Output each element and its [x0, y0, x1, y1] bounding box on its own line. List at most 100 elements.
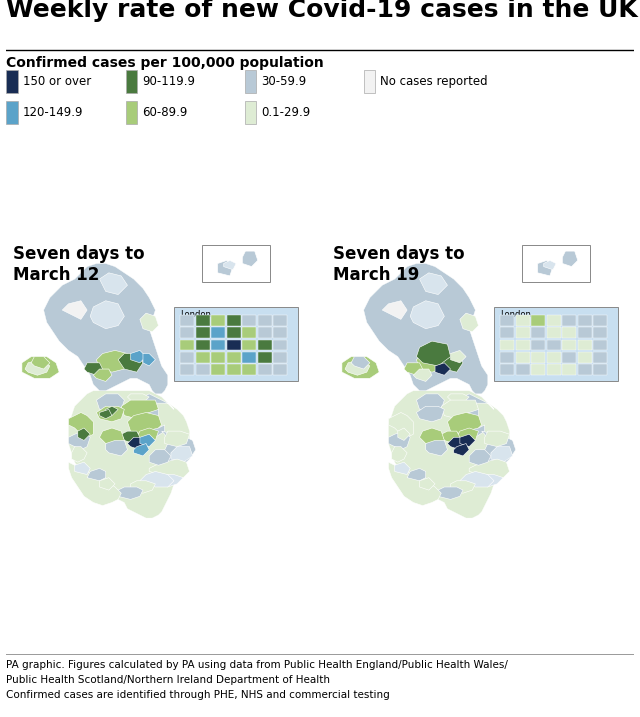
Polygon shape: [137, 428, 159, 444]
Polygon shape: [72, 447, 87, 462]
Bar: [258, 352, 272, 363]
Polygon shape: [447, 394, 469, 403]
Bar: [547, 364, 561, 375]
Polygon shape: [447, 437, 466, 450]
Polygon shape: [134, 444, 149, 456]
Polygon shape: [171, 447, 193, 462]
Polygon shape: [413, 369, 432, 381]
Polygon shape: [97, 407, 124, 422]
Bar: [578, 315, 592, 326]
Polygon shape: [410, 300, 444, 328]
Polygon shape: [447, 412, 481, 435]
Bar: [578, 327, 592, 338]
FancyBboxPatch shape: [6, 70, 18, 92]
Polygon shape: [121, 431, 140, 444]
Polygon shape: [460, 472, 494, 487]
Polygon shape: [68, 391, 189, 518]
Bar: [180, 364, 194, 375]
Polygon shape: [68, 462, 121, 505]
Polygon shape: [388, 412, 413, 437]
Polygon shape: [44, 264, 168, 394]
Polygon shape: [106, 407, 118, 416]
Bar: [196, 352, 210, 363]
FancyBboxPatch shape: [125, 101, 137, 124]
Bar: [522, 245, 590, 282]
Bar: [227, 315, 241, 326]
Polygon shape: [149, 450, 171, 465]
Polygon shape: [143, 353, 156, 366]
Polygon shape: [451, 351, 466, 363]
Polygon shape: [451, 481, 476, 493]
Bar: [593, 315, 607, 326]
Polygon shape: [156, 475, 183, 487]
Polygon shape: [420, 272, 447, 295]
Text: 0.1-29.9: 0.1-29.9: [261, 106, 310, 119]
Bar: [500, 327, 514, 338]
Polygon shape: [538, 260, 553, 276]
Bar: [500, 364, 514, 375]
Bar: [273, 315, 287, 326]
Bar: [258, 327, 272, 338]
Bar: [273, 340, 287, 351]
Polygon shape: [398, 428, 410, 440]
Polygon shape: [460, 435, 476, 447]
Bar: [196, 364, 210, 375]
Polygon shape: [97, 394, 124, 412]
Bar: [211, 340, 225, 351]
Text: PA graphic. Figures calculated by PA using data from Public Health England/Publi: PA graphic. Figures calculated by PA usi…: [6, 660, 508, 700]
Bar: [531, 315, 545, 326]
FancyBboxPatch shape: [364, 70, 375, 92]
Polygon shape: [106, 440, 127, 456]
Bar: [593, 340, 607, 351]
Polygon shape: [137, 409, 159, 422]
Text: 120-149.9: 120-149.9: [22, 106, 83, 119]
Polygon shape: [420, 428, 444, 447]
Polygon shape: [463, 394, 494, 409]
Polygon shape: [68, 431, 90, 450]
Polygon shape: [93, 369, 112, 381]
Polygon shape: [481, 431, 516, 472]
Polygon shape: [140, 472, 174, 487]
Polygon shape: [218, 260, 233, 276]
Polygon shape: [118, 353, 143, 372]
Polygon shape: [100, 428, 124, 447]
Polygon shape: [121, 400, 159, 419]
Bar: [211, 352, 225, 363]
Bar: [531, 340, 545, 351]
Text: 90-119.9: 90-119.9: [142, 75, 195, 87]
Polygon shape: [149, 459, 189, 478]
Bar: [196, 340, 210, 351]
Bar: [531, 364, 545, 375]
Polygon shape: [392, 447, 407, 462]
Polygon shape: [143, 394, 174, 409]
Polygon shape: [162, 431, 196, 472]
Bar: [180, 315, 194, 326]
Polygon shape: [140, 313, 159, 332]
Bar: [531, 352, 545, 363]
Text: London: London: [500, 310, 531, 319]
Polygon shape: [364, 264, 488, 394]
Polygon shape: [131, 481, 156, 493]
Text: London: London: [180, 310, 211, 319]
Polygon shape: [345, 360, 370, 375]
Text: Seven days to
March 12: Seven days to March 12: [13, 245, 144, 284]
Polygon shape: [118, 487, 143, 500]
Polygon shape: [543, 260, 556, 270]
Polygon shape: [484, 431, 509, 447]
Bar: [593, 364, 607, 375]
Polygon shape: [388, 391, 509, 518]
Polygon shape: [100, 272, 127, 295]
Polygon shape: [563, 251, 578, 267]
Bar: [516, 327, 530, 338]
Polygon shape: [417, 351, 451, 372]
Bar: [211, 364, 225, 375]
Bar: [500, 352, 514, 363]
Bar: [243, 327, 256, 338]
Polygon shape: [224, 260, 236, 270]
Polygon shape: [426, 440, 447, 456]
Polygon shape: [22, 356, 59, 379]
Polygon shape: [127, 412, 162, 435]
Bar: [258, 340, 272, 351]
Polygon shape: [131, 351, 146, 363]
FancyBboxPatch shape: [6, 101, 18, 124]
